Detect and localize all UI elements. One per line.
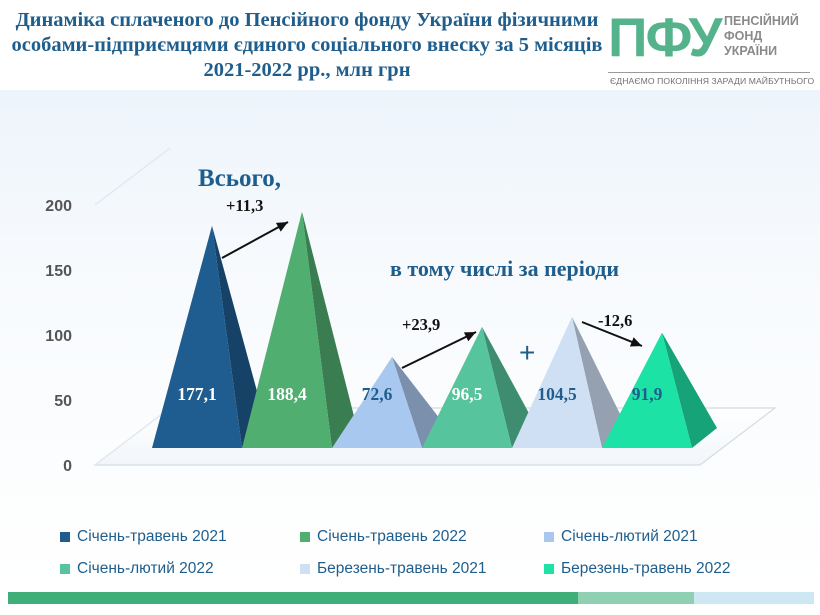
- change-arrow-mar-may-head: [629, 337, 642, 347]
- pyramid-6: 91,9: [602, 332, 717, 448]
- change-arrow-total-head: [275, 222, 288, 232]
- pyramid-front-face: [152, 225, 242, 448]
- y-tick-label: 150: [45, 263, 72, 280]
- annotation-plus: +: [519, 337, 535, 368]
- pyramid-side-face: [572, 316, 627, 448]
- footer-bar-segment-light-blue: [694, 592, 814, 604]
- data-label: 72,6: [362, 384, 393, 404]
- pyramid-3: 72,6: [332, 356, 447, 448]
- change-arrow-jan-feb: [401, 331, 477, 369]
- legend-label: Березень-травень 2021: [317, 560, 487, 577]
- pyramid-side-face: [302, 211, 357, 448]
- pyramid-front-face: [332, 356, 422, 448]
- pfu-logo: ПФУ ПЕНСІЙНИЙ ФОНД УКРАЇНИ ЄДНАЄМО ПОКОЛ…: [606, 6, 816, 90]
- logo-name-line: УКРАЇНИ: [724, 44, 778, 58]
- data-label: 188,4: [267, 384, 307, 404]
- pyramid-side-face: [482, 326, 537, 448]
- legend-item: Січень-лютий 2022: [60, 560, 214, 578]
- footer-color-bar: [8, 592, 814, 604]
- annotation-change-jan-feb: +23,9: [402, 315, 440, 334]
- legend-label: Січень-травень 2022: [317, 528, 467, 545]
- pyramid-front-face: [512, 316, 602, 448]
- pyramid-side-face: [392, 356, 447, 448]
- y-tick-label: 0: [63, 458, 72, 475]
- y-tick-label: 200: [45, 198, 72, 215]
- chart-title: Динаміка сплаченого до Пенсійного фонду …: [11, 9, 603, 81]
- y-tick-label: 100: [45, 328, 72, 345]
- pyramid-4: 96,5: [422, 326, 537, 448]
- legend-item: Березень-травень 2022: [544, 560, 731, 578]
- logo-name-line: ПЕНСІЙНИЙ: [724, 14, 799, 28]
- logo-mark: ПФУ: [608, 6, 723, 68]
- legend-swatch: [60, 532, 70, 542]
- data-label: 177,1: [177, 384, 216, 404]
- legend-label: Січень-травень 2021: [77, 528, 227, 545]
- legend-label: Січень-лютий 2021: [561, 528, 698, 545]
- pyramid-chart: 0 50 100 150 200 177,1 188,4 72,6 96,5 104,5 91,9 В…: [45, 147, 777, 475]
- legend-swatch: [60, 564, 70, 574]
- annotation-periods: в тому числі за періоди: [390, 256, 619, 281]
- change-arrow-total: [221, 221, 289, 259]
- annotation-change-total: +11,3: [226, 196, 263, 215]
- pyramid-1: 177,1: [152, 225, 267, 448]
- legend-item: Січень-лютий 2021: [544, 528, 698, 546]
- data-label: 91,9: [632, 384, 663, 404]
- pyramid-5: 104,5: [512, 316, 627, 448]
- annotation-change-mar-may: -12,6: [598, 311, 632, 330]
- data-label: 96,5: [452, 384, 483, 404]
- legend-swatch: [544, 564, 554, 574]
- pyramid-front-face: [602, 332, 692, 448]
- logo-slogan: ЄДНАЄМО ПОКОЛІННЯ ЗАРАДИ МАЙБУТНЬОГО: [610, 76, 815, 86]
- pyramid-side-face: [212, 225, 267, 448]
- footer-bar-segment-light-green: [578, 592, 694, 604]
- logo-name: ПЕНСІЙНИЙ ФОНД УКРАЇНИ: [724, 14, 799, 59]
- legend-swatch: [300, 564, 310, 574]
- legend-swatch: [300, 532, 310, 542]
- y-tick-label: 50: [54, 393, 72, 410]
- logo-divider: [608, 72, 810, 73]
- logo-name-line: ФОНД: [724, 29, 763, 43]
- wall-edge-top: [94, 147, 171, 206]
- legend-label: Січень-лютий 2022: [77, 560, 214, 577]
- data-label: 104,5: [537, 384, 577, 404]
- pyramid-front-face: [242, 211, 332, 448]
- pyramid-2: 188,4: [242, 211, 357, 448]
- legend-label: Березень-травень 2022: [561, 560, 731, 577]
- legend-item: Січень-травень 2022: [300, 528, 467, 546]
- pyramid-front-face: [422, 326, 512, 448]
- footer-bar-segment-green: [8, 592, 578, 604]
- legend-item: Березень-травень 2021: [300, 560, 487, 578]
- pyramid-side-face: [662, 332, 717, 448]
- change-arrow-jan-feb-head: [463, 332, 476, 342]
- wall-edge-bottom: [94, 407, 171, 466]
- legend-swatch: [544, 532, 554, 542]
- annotation-total: Всього,: [198, 165, 281, 192]
- legend-item: Січень-травень 2021: [60, 528, 227, 546]
